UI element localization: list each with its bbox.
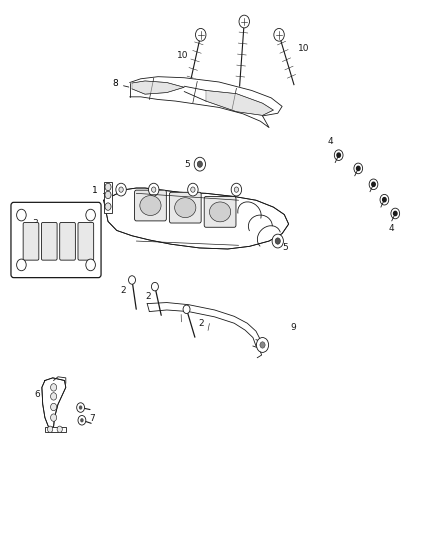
Ellipse shape bbox=[209, 202, 231, 222]
Text: 3: 3 bbox=[32, 219, 38, 228]
Circle shape bbox=[372, 182, 375, 187]
Circle shape bbox=[234, 187, 239, 192]
Polygon shape bbox=[206, 91, 273, 115]
Circle shape bbox=[86, 209, 95, 221]
Circle shape bbox=[195, 28, 206, 41]
Text: 2: 2 bbox=[120, 286, 126, 295]
FancyBboxPatch shape bbox=[23, 222, 39, 260]
FancyBboxPatch shape bbox=[134, 190, 166, 221]
Circle shape bbox=[50, 393, 57, 400]
Text: 9: 9 bbox=[290, 323, 296, 332]
Circle shape bbox=[183, 305, 190, 313]
Circle shape bbox=[274, 28, 284, 41]
Polygon shape bbox=[132, 81, 184, 94]
Circle shape bbox=[354, 163, 363, 174]
Text: 2: 2 bbox=[198, 319, 204, 328]
Polygon shape bbox=[130, 77, 282, 127]
Circle shape bbox=[77, 403, 85, 413]
Circle shape bbox=[80, 418, 84, 422]
Circle shape bbox=[50, 384, 57, 391]
Polygon shape bbox=[104, 182, 113, 214]
Circle shape bbox=[116, 183, 126, 196]
Circle shape bbox=[119, 187, 123, 192]
FancyBboxPatch shape bbox=[78, 222, 94, 260]
Ellipse shape bbox=[175, 198, 196, 217]
Circle shape bbox=[231, 183, 242, 196]
Circle shape bbox=[191, 187, 195, 192]
Circle shape bbox=[239, 15, 250, 28]
Circle shape bbox=[105, 183, 111, 191]
Circle shape bbox=[148, 183, 159, 196]
Polygon shape bbox=[45, 426, 66, 432]
Circle shape bbox=[86, 259, 95, 271]
Circle shape bbox=[391, 208, 399, 219]
Text: 5: 5 bbox=[184, 160, 190, 168]
Circle shape bbox=[17, 259, 26, 271]
Circle shape bbox=[275, 238, 280, 244]
Text: 4: 4 bbox=[327, 138, 333, 147]
Ellipse shape bbox=[140, 196, 161, 215]
Circle shape bbox=[272, 234, 283, 248]
Polygon shape bbox=[147, 303, 260, 346]
Polygon shape bbox=[104, 188, 289, 249]
Text: 7: 7 bbox=[89, 414, 95, 423]
Polygon shape bbox=[42, 378, 66, 427]
Circle shape bbox=[194, 157, 205, 171]
Circle shape bbox=[260, 342, 265, 348]
Text: 6: 6 bbox=[34, 390, 40, 399]
Text: 5: 5 bbox=[282, 244, 288, 253]
Circle shape bbox=[337, 153, 340, 157]
Text: 10: 10 bbox=[177, 51, 188, 60]
Circle shape bbox=[383, 198, 386, 202]
Circle shape bbox=[357, 166, 360, 171]
Circle shape bbox=[57, 426, 62, 432]
Circle shape bbox=[47, 426, 53, 432]
Circle shape bbox=[105, 191, 111, 199]
Circle shape bbox=[380, 195, 389, 205]
Circle shape bbox=[393, 212, 397, 216]
Circle shape bbox=[152, 282, 159, 291]
Text: 2: 2 bbox=[146, 292, 151, 301]
Circle shape bbox=[197, 161, 202, 167]
FancyBboxPatch shape bbox=[170, 192, 201, 223]
Text: 1: 1 bbox=[92, 187, 111, 196]
FancyBboxPatch shape bbox=[204, 197, 236, 227]
Circle shape bbox=[334, 150, 343, 160]
FancyBboxPatch shape bbox=[11, 203, 101, 278]
Text: 10: 10 bbox=[298, 44, 310, 53]
Circle shape bbox=[256, 337, 268, 352]
Text: 4: 4 bbox=[388, 224, 394, 233]
FancyBboxPatch shape bbox=[42, 222, 57, 260]
Circle shape bbox=[50, 414, 57, 421]
FancyBboxPatch shape bbox=[60, 222, 75, 260]
Circle shape bbox=[187, 183, 198, 196]
Circle shape bbox=[78, 416, 86, 425]
Circle shape bbox=[105, 203, 111, 211]
Circle shape bbox=[152, 187, 156, 192]
Circle shape bbox=[79, 406, 82, 410]
Text: 8: 8 bbox=[112, 79, 131, 88]
Circle shape bbox=[369, 179, 378, 190]
Circle shape bbox=[50, 403, 57, 411]
Circle shape bbox=[128, 276, 135, 284]
Circle shape bbox=[17, 209, 26, 221]
